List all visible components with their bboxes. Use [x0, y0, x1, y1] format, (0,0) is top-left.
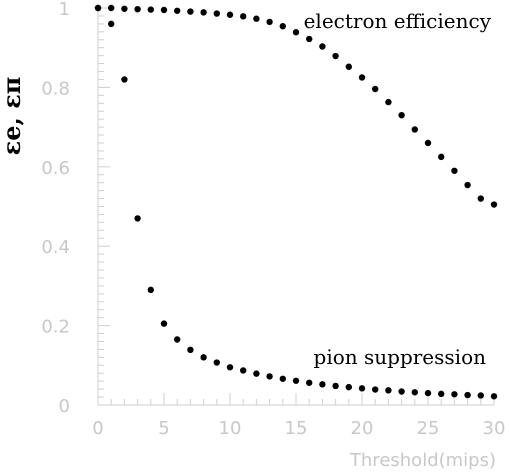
pion-suppression-point	[266, 373, 273, 380]
electron-efficiency-point	[147, 6, 154, 13]
electron-efficiency-point	[385, 98, 392, 106]
pion-suppression-point	[385, 387, 392, 394]
annotation-electron-efficiency: electron efficiency	[304, 9, 492, 33]
pion-suppression-point	[292, 377, 300, 384]
pion-suppression-point	[213, 359, 220, 366]
pion-suppression-point	[398, 388, 405, 395]
electron-efficiency-point	[490, 201, 498, 208]
electron-efficiency-point	[411, 126, 418, 133]
y-tick-label: 0.8	[41, 78, 70, 99]
electron-efficiency-point	[438, 153, 445, 161]
electron-efficiency-point	[464, 181, 471, 189]
y-tick-label: 0.2	[41, 317, 70, 338]
pion-suppression-point	[253, 370, 260, 377]
x-tick-label: 25	[417, 418, 440, 439]
pion-suppression-point	[147, 286, 154, 294]
electron-efficiency-point	[398, 111, 405, 119]
pion-suppression-point	[187, 346, 194, 354]
electron-efficiency-point	[451, 167, 458, 174]
pion-suppression-point	[279, 375, 286, 382]
x-tick-label: 5	[158, 418, 169, 439]
y-tick-label: 1	[59, 0, 70, 20]
electron-efficiency-point	[358, 74, 366, 81]
pion-suppression-point	[160, 320, 168, 327]
electron-efficiency-point	[477, 195, 484, 202]
x-tick-label: 30	[483, 418, 506, 439]
electron-efficiency-point	[279, 23, 286, 30]
electron-efficiency-point	[160, 6, 168, 14]
pion-suppression-point	[424, 389, 432, 397]
tick-labels: 0 5 10 15 20 25 30 0 0.2 0.4 0.6 0.8 1	[41, 0, 505, 439]
pion-suppression-point	[319, 381, 326, 388]
annotation-pion-suppression: pion suppression	[314, 345, 487, 369]
pion-suppression-point	[490, 393, 498, 400]
pion-suppression-point	[372, 386, 379, 393]
electron-efficiency-point	[345, 63, 352, 70]
y-tick-label: 0.4	[41, 237, 70, 258]
pion-suppression-point	[134, 215, 141, 222]
electron-efficiency-point	[253, 15, 260, 22]
pion-suppression-point	[438, 390, 445, 398]
pion-suppression-point	[200, 354, 207, 361]
pion-suppression-point	[345, 383, 352, 391]
electron-efficiency-point	[174, 7, 181, 14]
electron-efficiency-point	[226, 11, 234, 18]
pion-suppression-point	[108, 20, 115, 28]
x-axis-label: Threshold(mips)	[349, 450, 496, 471]
electron-efficiency-point	[134, 5, 141, 13]
pion-suppression-point	[358, 385, 366, 392]
electron-efficiency-point	[266, 18, 273, 26]
electron-efficiency-point	[372, 85, 379, 93]
pion-suppression-point	[226, 364, 234, 371]
electron-efficiency-point	[200, 9, 207, 16]
electron-efficiency-point	[240, 13, 247, 20]
pion-suppression-point	[332, 382, 339, 390]
data-points	[94, 4, 498, 400]
x-tick-label: 20	[351, 418, 374, 439]
electron-efficiency-point	[187, 8, 194, 15]
electron-efficiency-point	[319, 43, 326, 50]
pion-suppression-point	[306, 379, 313, 386]
y-axis-label: εe, επ	[0, 77, 26, 156]
electron-efficiency-point	[306, 35, 313, 43]
pion-suppression-point	[174, 336, 181, 343]
pion-suppression-point	[451, 391, 458, 398]
pion-suppression-point	[411, 389, 418, 396]
electron-efficiency-point	[332, 52, 339, 60]
electron-efficiency-point	[213, 10, 220, 17]
electron-efficiency-point	[292, 29, 300, 36]
ticks	[97, 7, 495, 406]
electron-efficiency-point	[424, 139, 432, 147]
x-tick-label: 15	[285, 418, 308, 439]
pion-suppression-point	[94, 4, 102, 12]
electron-efficiency-point	[108, 4, 115, 12]
y-tick-label: 0.6	[41, 158, 70, 179]
electron-efficiency-point	[121, 5, 128, 12]
pion-suppression-point	[477, 392, 484, 399]
x-tick-label: 0	[92, 418, 103, 439]
y-tick-label: 0	[59, 396, 70, 417]
pion-suppression-point	[464, 391, 471, 399]
pion-suppression-point	[240, 367, 247, 374]
x-tick-label: 10	[219, 418, 242, 439]
pion-suppression-point	[121, 76, 128, 83]
